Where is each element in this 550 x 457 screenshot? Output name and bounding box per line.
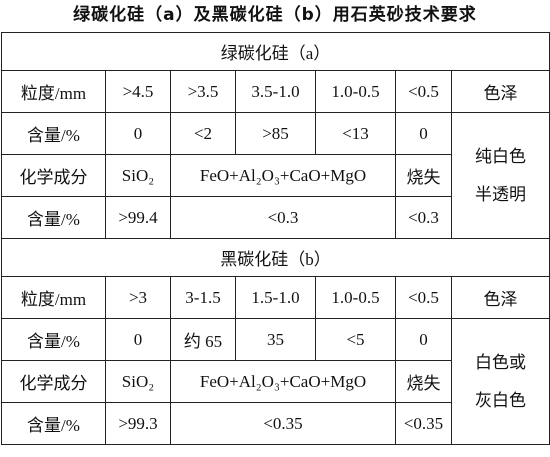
row-label: 化学成分 [1, 154, 106, 197]
cell: >4.5 [105, 70, 171, 113]
row-label: 含量/% [1, 402, 106, 445]
cell: <0.5 [395, 276, 452, 319]
data-row: 化学成分 SiO₂ FeO+Al₂O₃+CaO+MgO 烧失 [1, 154, 550, 197]
cell: >3 [105, 276, 171, 319]
data-row: 粒度/mm >4.5 >3.5 3.5-1.0 1.0-0.5 <0.5 色泽 [1, 70, 550, 113]
row-label: 含量/% [1, 112, 106, 155]
cell: 0 [395, 112, 452, 155]
cell: SiO₂ [105, 154, 171, 197]
cell: 约 65 [170, 318, 236, 361]
cell: 1.5-1.0 [235, 276, 316, 319]
data-row: 化学成分 SiO₂ FeO+Al₂O₃+CaO+MgO 烧失 [1, 360, 550, 403]
data-row: 粒度/mm >3 3-1.5 1.5-1.0 1.0-0.5 <0.5 色泽 [1, 276, 550, 319]
section-heading: 黑碳化硅（b） [0, 238, 550, 277]
cell: 0 [395, 318, 452, 361]
cell: <13 [315, 112, 396, 155]
cell: >99.4 [105, 196, 171, 239]
cell: <0.5 [395, 70, 452, 113]
cell: 色泽 [450, 276, 550, 319]
color-text: 灰白色 [475, 390, 527, 410]
row-label: 化学成分 [1, 360, 106, 403]
cell: 3-1.5 [170, 276, 236, 319]
cell: 0 [105, 318, 171, 361]
section-heading-row: 黑碳化硅（b） [0, 238, 550, 277]
color-text: 纯白色 [475, 146, 527, 166]
cell: >3.5 [170, 70, 236, 113]
cell: 1.0-0.5 [315, 70, 396, 113]
cell: 0 [105, 112, 171, 155]
data-row: 含量/% >99.3 <0.35 <0.35 [1, 402, 550, 445]
cell: 烧失 [395, 360, 452, 403]
data-row: 含量/% >99.4 <0.3 <0.3 [1, 196, 550, 239]
cell: 3.5-1.0 [235, 70, 316, 113]
data-row: 含量/% 0 <2 >85 <13 0 纯白色 半透明 [1, 112, 550, 239]
cell: <0.3 [395, 196, 452, 239]
cell: <5 [315, 318, 396, 361]
cell: <2 [170, 112, 236, 155]
table-title: 绿碳化硅（a）及黑碳化硅（b）用石英砂技术要求 [73, 5, 477, 25]
cell: FeO+Al₂O₃+CaO+MgO [170, 360, 396, 403]
data-row: 含量/% 0 约 65 35 <5 0 白色或 灰白色 [1, 318, 550, 445]
cell: <0.3 [170, 196, 396, 239]
spec-table: 绿碳化硅（a） 粒度/mm >4.5 >3.5 3.5-1.0 1.0-0.5 <0.5 色泽… [0, 32, 550, 445]
cell: 烧失 [395, 154, 452, 197]
cell: 色泽 [450, 70, 550, 113]
color-cell: 纯白色 半透明 [450, 112, 550, 239]
section-heading: 绿碳化硅（a） [0, 32, 550, 71]
cell: >85 [235, 112, 316, 155]
color-text: 半透明 [475, 184, 527, 204]
section-heading-row: 绿碳化硅（a） [0, 32, 550, 71]
cell: <0.35 [170, 402, 396, 445]
cell: FeO+Al₂O₃+CaO+MgO [170, 154, 396, 197]
row-label: 粒度/mm [1, 276, 106, 319]
cell: 35 [235, 318, 316, 361]
color-cell: 白色或 灰白色 [450, 318, 550, 445]
cell: <0.35 [395, 402, 452, 445]
cell: 1.0-0.5 [315, 276, 396, 319]
cell: >99.3 [105, 402, 171, 445]
row-label: 含量/% [1, 196, 106, 239]
row-label: 粒度/mm [1, 70, 106, 113]
color-text: 白色或 [475, 352, 527, 372]
cell: SiO₂ [105, 360, 171, 403]
row-label: 含量/% [1, 318, 106, 361]
